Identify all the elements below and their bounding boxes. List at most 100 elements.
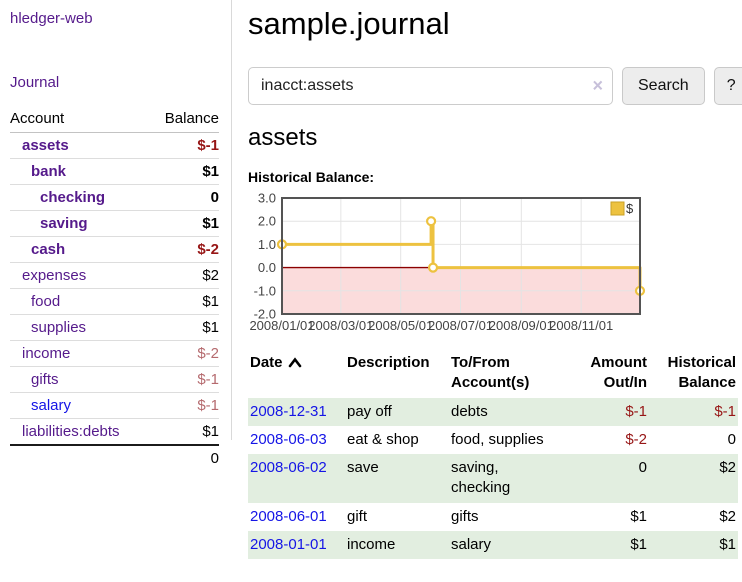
register-date-cell: 2008-06-01 bbox=[248, 503, 345, 531]
register-body: 2008-12-31 pay off debts $-1 $-1 2008-06-03 ea… bbox=[248, 398, 738, 559]
chart-ytick-label: 2.0 bbox=[258, 214, 276, 229]
register-date-link[interactable]: 2008-06-02 bbox=[250, 459, 327, 477]
accounts-total-value: 0 bbox=[149, 444, 219, 471]
account-balance: $-1 bbox=[149, 132, 219, 159]
sidebar-account-link[interactable]: gifts bbox=[31, 371, 59, 388]
register-amount-cell: $-2 bbox=[625, 431, 647, 449]
sidebar-account-link[interactable]: salary bbox=[31, 397, 72, 414]
register-col-header: Amount Out/In bbox=[590, 354, 647, 392]
sidebar: hledger-web Journal Account Balance asse… bbox=[0, 0, 232, 471]
sidebar-account-link[interactable]: food bbox=[31, 293, 61, 310]
sidebar-account-link[interactable]: checking bbox=[40, 189, 106, 206]
account-row: liabilities:debts $1 bbox=[10, 418, 219, 446]
register-accounts-cell: debts bbox=[451, 403, 488, 421]
account-balance: 0 bbox=[149, 184, 219, 211]
search-button[interactable]: Search bbox=[622, 67, 705, 105]
chart-xtick-label: 2008/05/01 bbox=[368, 318, 433, 333]
account-balance: $-1 bbox=[149, 366, 219, 393]
chart-legend-label: $ bbox=[626, 201, 634, 216]
chart-canvas: 3.0 2.0 1.0 0.0 -1.0 -2.02008/01/012008/03/01… bbox=[249, 191, 646, 333]
account-row: food $1 bbox=[10, 288, 219, 315]
account-name-cell: checking bbox=[10, 184, 150, 211]
account-balance: $1 bbox=[149, 314, 219, 341]
register-date-link[interactable]: 2008-06-03 bbox=[250, 431, 327, 449]
register-date-cell: 2008-12-31 bbox=[248, 398, 345, 426]
account-row: supplies $1 bbox=[10, 314, 219, 341]
account-name-cell: gifts bbox=[10, 366, 150, 393]
app: hledger-web Journal Account Balance asse… bbox=[0, 0, 742, 559]
register-col-header[interactable]: Date bbox=[248, 350, 345, 398]
register-date-link[interactable]: 2008-01-01 bbox=[250, 535, 327, 553]
sidebar-account-link[interactable]: income bbox=[22, 345, 71, 362]
account-balance: $1 bbox=[149, 288, 219, 315]
accounts-total-row: 0 bbox=[10, 444, 219, 471]
accounts-total-spacer bbox=[10, 444, 150, 471]
account-balance: $1 bbox=[149, 210, 219, 237]
search-input[interactable] bbox=[248, 67, 613, 105]
search-form: × Search ? bbox=[248, 67, 742, 105]
sidebar-account-link[interactable]: supplies bbox=[31, 319, 87, 336]
chart-xtick-label: 2008/09/01 bbox=[489, 318, 554, 333]
accounts-header-balance: Balance bbox=[149, 106, 219, 133]
account-name-cell: income bbox=[10, 340, 150, 367]
chart-xtick-label: 2008/01/01 bbox=[249, 318, 314, 333]
account-name-cell: expenses bbox=[10, 262, 150, 289]
register-table: Date Description To/From Account(s) Amount Ou… bbox=[248, 350, 738, 559]
chart-ytick-label: 3.0 bbox=[258, 191, 276, 206]
register-date-link[interactable]: 2008-12-31 bbox=[250, 403, 327, 421]
register-date-cell: 2008-06-03 bbox=[248, 426, 345, 454]
accounts-body: assets $-1 bank $1 checking 0 saving $1 cash $-2 e… bbox=[10, 132, 219, 446]
chart-data-point bbox=[425, 216, 437, 227]
account-balance: $-1 bbox=[149, 392, 219, 419]
sidebar-account-link[interactable]: expenses bbox=[22, 267, 87, 284]
register-accounts-cell: salary bbox=[451, 535, 492, 553]
register-row: 2008-06-02 save saving, checking 0 $2 bbox=[248, 454, 738, 503]
account-row: salary $-1 bbox=[10, 392, 219, 419]
account-name-cell: bank bbox=[10, 158, 150, 185]
chart-legend-swatch bbox=[610, 201, 625, 216]
sort-asc-icon bbox=[288, 357, 301, 368]
chart-ytick-label: 0.0 bbox=[258, 260, 276, 275]
page-title: sample.journal bbox=[248, 6, 450, 41]
account-row: assets $-1 bbox=[10, 132, 219, 159]
register-balance-cell: $-1 bbox=[714, 403, 736, 421]
chart-border bbox=[281, 197, 641, 315]
register-balance-cell: $1 bbox=[719, 535, 736, 553]
sidebar-account-link[interactable]: liabilities:debts bbox=[22, 423, 120, 440]
accounts-header-account: Account bbox=[10, 106, 150, 133]
register-row: 2008-01-01 income salary $1 $1 bbox=[248, 530, 738, 559]
account-name-cell: supplies bbox=[10, 314, 150, 341]
chart-title: Historical Balance: bbox=[248, 169, 375, 185]
register-row: 2008-06-03 eat & shop food, supplies $-2 0 bbox=[248, 426, 738, 454]
account-row: income $-2 bbox=[10, 340, 219, 367]
register-date-cell: 2008-06-02 bbox=[248, 454, 345, 502]
sidebar-account-link[interactable]: assets bbox=[22, 137, 69, 154]
account-heading: assets bbox=[248, 124, 318, 151]
account-name-cell: food bbox=[10, 288, 150, 315]
sidebar-account-link[interactable]: cash bbox=[31, 241, 66, 258]
sidebar-item-journal[interactable]: Journal bbox=[10, 74, 60, 91]
account-name-cell: assets bbox=[10, 132, 150, 159]
account-row: cash $-2 bbox=[10, 236, 219, 263]
account-balance: $-2 bbox=[149, 340, 219, 367]
clear-search-icon[interactable]: × bbox=[592, 75, 603, 96]
account-name-cell: salary bbox=[10, 392, 150, 419]
register-col-header: Historical Balance bbox=[667, 354, 736, 392]
register-balance-cell: 0 bbox=[727, 431, 736, 449]
account-row: expenses $2 bbox=[10, 262, 219, 289]
sidebar-account-link[interactable]: saving bbox=[40, 215, 88, 232]
sidebar-account-link[interactable]: bank bbox=[31, 163, 67, 180]
chart-data-point bbox=[427, 262, 439, 273]
register-date-link[interactable]: 2008-06-01 bbox=[250, 507, 327, 525]
register-col-header: Description bbox=[347, 354, 430, 371]
register-description-cell: eat & shop bbox=[347, 431, 419, 449]
register-balance-cell: $2 bbox=[719, 507, 736, 525]
register-accounts-cell: gifts bbox=[451, 507, 479, 525]
chart-xtick-label: 2008/07/01 bbox=[428, 318, 493, 333]
account-name-cell: saving bbox=[10, 210, 150, 237]
register-amount-cell: $1 bbox=[630, 535, 647, 553]
help-button[interactable]: ? bbox=[713, 67, 742, 105]
register-row: 2008-12-31 pay off debts $-1 $-1 bbox=[248, 398, 738, 427]
brand-link[interactable]: hledger-web bbox=[10, 10, 93, 27]
chart-xtick-label: 2008/11/01 bbox=[549, 318, 613, 333]
